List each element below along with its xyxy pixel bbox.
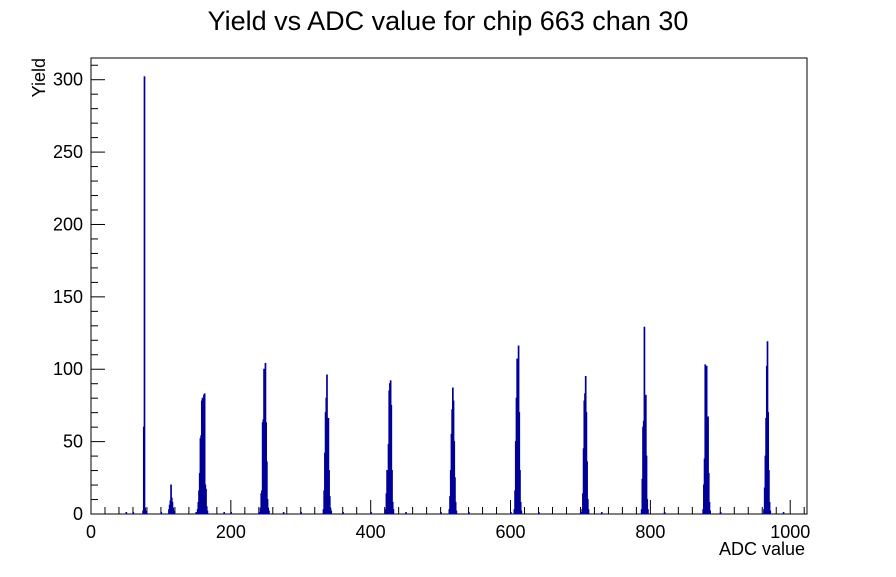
chart-title: Yield vs ADC value for chip 663 chan 30 [208, 6, 689, 36]
y-tick-label: 0 [73, 504, 83, 524]
histogram-bars [125, 76, 785, 515]
y-tick-labels: 0 50 100 150 200 250 300 [53, 70, 83, 524]
x-tick-label: 800 [635, 522, 665, 542]
histogram-bin [392, 509, 395, 515]
histogram-bin [587, 509, 590, 515]
x-tick-label: 600 [496, 522, 526, 542]
histogram-bin [143, 76, 146, 515]
histogram-bin [258, 512, 261, 515]
histogram-bin [769, 510, 772, 515]
histogram-bin [125, 512, 128, 515]
histogram-bin [195, 512, 198, 515]
histogram-bin [173, 512, 176, 515]
histogram-bin [782, 512, 785, 515]
y-tick-label: 200 [53, 214, 83, 234]
histogram-bin [268, 510, 270, 515]
y-tick-label: 150 [53, 287, 83, 307]
histogram-bin [160, 512, 163, 515]
x-axis-label: ADC value [719, 539, 805, 559]
histogram-bin [663, 512, 666, 515]
histogram-bin [282, 512, 285, 515]
histogram-bin [520, 510, 523, 515]
histogram-bin [405, 512, 407, 515]
plot-frame [90, 57, 808, 515]
histogram-bin [342, 512, 344, 515]
histogram-bin [468, 512, 470, 515]
histogram-bin [230, 512, 233, 515]
x-tick-label: 400 [356, 522, 386, 542]
x-tick-label: 1000 [770, 522, 810, 542]
y-tick-label: 300 [53, 70, 83, 90]
histogram-bin [719, 512, 722, 515]
histogram-bin [206, 510, 209, 515]
histogram-bin [538, 512, 540, 515]
histogram-bin [579, 512, 582, 515]
histogram-bin [455, 510, 458, 515]
histogram-bin [510, 512, 512, 515]
axes [90, 57, 808, 515]
histogram-bin [440, 512, 442, 515]
y-tick-label: 50 [63, 432, 83, 452]
y-axis-label: Yield [29, 58, 49, 97]
histogram-bin [330, 510, 333, 515]
x-tick-label: 200 [216, 522, 246, 542]
histogram-bin [223, 512, 226, 515]
x-tick-label: 0 [86, 522, 96, 542]
x-tick-labels: 0 200 400 600 800 1000 [86, 522, 810, 542]
histogram-bin [300, 512, 302, 515]
histogram-bin [709, 510, 712, 515]
histogram-bin [600, 512, 603, 515]
histogram-bin [132, 512, 135, 515]
histogram-bin [370, 512, 372, 515]
y-tick-label: 100 [53, 359, 83, 379]
y-tick-label: 250 [53, 142, 83, 162]
histogram-bin [145, 512, 148, 515]
histogram-bin [647, 509, 649, 515]
